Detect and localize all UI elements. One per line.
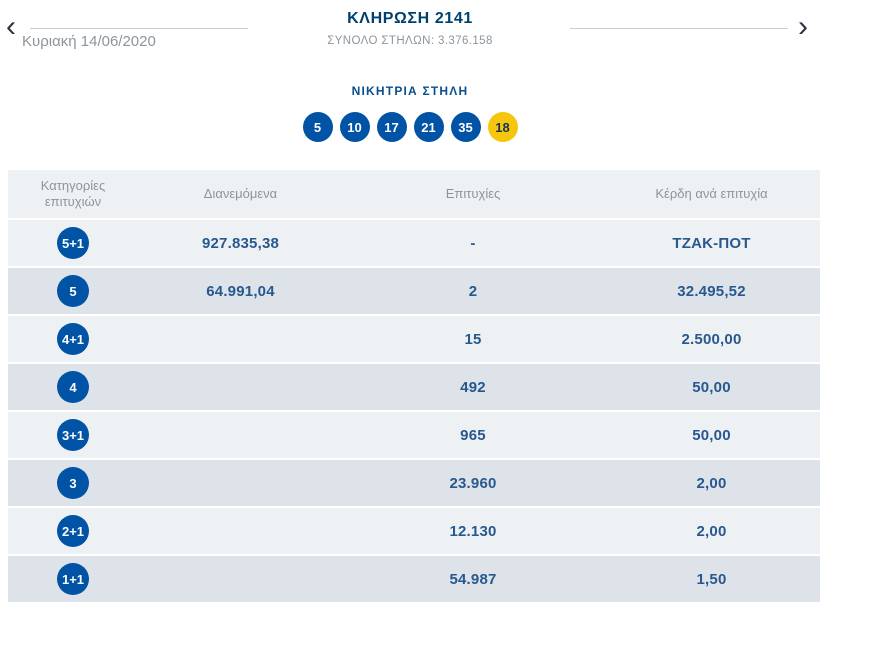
prize-value: ΤΖΑΚ-ΠΟΤ xyxy=(672,234,751,252)
winning-column-label: ΝΙΚΗΤΡΙΑ ΣΤΗΛΗ xyxy=(351,84,469,98)
category-badge: 1+1 xyxy=(57,563,89,595)
table-row: 4 492 50,00 xyxy=(8,364,820,412)
number-ball: 5 xyxy=(302,112,333,142)
table-row: 5 64.991,04 2 32.495,52 xyxy=(8,268,820,316)
column-header-distributed: Διανεμόμενα xyxy=(203,185,278,201)
category-badge: 5+1 xyxy=(57,227,89,259)
winning-numbers: 5 10 17 21 35 18 xyxy=(0,112,820,142)
prize-value: 32.495,52 xyxy=(677,282,746,300)
category-badge: 3 xyxy=(57,467,89,499)
wins-value: 492 xyxy=(460,378,486,396)
distributed-value: 64.991,04 xyxy=(206,282,275,300)
draw-heading: ΚΛΗΡΩΣΗ 2141 ΣΥΝΟΛΟ ΣΤΗΛΩΝ: 3.376.158 xyxy=(0,0,820,47)
results-table: Κατηγορίες επιτυχιών Διανεμόμενα Επιτυχί… xyxy=(8,170,820,604)
prize-value: 2,00 xyxy=(696,522,727,540)
column-header-categories: Κατηγορίες επιτυχιών xyxy=(40,177,106,209)
total-columns-label: ΣΥΝΟΛΟ ΣΤΗΛΩΝ: 3.376.158 xyxy=(327,35,493,47)
wins-value: 15 xyxy=(464,330,482,348)
right-divider-line xyxy=(570,28,788,29)
distributed-value: 927.835,38 xyxy=(201,234,280,252)
column-header-wins: Επιτυχίες xyxy=(445,185,501,201)
number-ball: 17 xyxy=(376,112,407,142)
page-title: ΚΛΗΡΩΣΗ 2141 xyxy=(347,10,473,27)
number-ball: 35 xyxy=(450,112,481,142)
draw-date-label: Κυριακή 14/06/2020 xyxy=(22,33,156,50)
category-badge: 3+1 xyxy=(57,419,89,451)
prize-value: 2,00 xyxy=(696,474,727,492)
wins-value: 54.987 xyxy=(449,570,497,588)
chevron-right-icon[interactable]: › xyxy=(798,10,808,43)
wins-value: 965 xyxy=(460,426,486,444)
wins-value: 2 xyxy=(468,282,478,300)
wins-value: 12.130 xyxy=(449,522,497,540)
wins-value: - xyxy=(470,234,476,252)
prize-value: 50,00 xyxy=(692,426,731,444)
chevron-left-icon[interactable]: ‹ xyxy=(6,10,16,43)
category-badge: 4 xyxy=(57,371,89,403)
draw-navigation-bar: ‹ Κυριακή 14/06/2020 ΚΛΗΡΩΣΗ 2141 ΣΥΝΟΛΟ… xyxy=(0,0,880,70)
category-badge: 2+1 xyxy=(57,515,89,547)
category-badge: 5 xyxy=(57,275,89,307)
table-row: 1+1 54.987 1,50 xyxy=(8,556,820,604)
category-badge: 4+1 xyxy=(57,323,89,355)
prize-value: 1,50 xyxy=(696,570,727,588)
number-ball: 10 xyxy=(339,112,370,142)
prize-value: 2.500,00 xyxy=(681,330,742,348)
table-row: 5+1 927.835,38 - ΤΖΑΚ-ΠΟΤ xyxy=(8,220,820,268)
joker-ball: 18 xyxy=(487,112,518,142)
left-divider-line xyxy=(30,28,248,29)
table-row: 3 23.960 2,00 xyxy=(8,460,820,508)
table-row: 3+1 965 50,00 xyxy=(8,412,820,460)
column-header-prize: Κέρδη ανά επιτυχία xyxy=(655,185,768,201)
table-row: 2+1 12.130 2,00 xyxy=(8,508,820,556)
table-row: 4+1 15 2.500,00 xyxy=(8,316,820,364)
number-ball: 21 xyxy=(413,112,444,142)
prize-value: 50,00 xyxy=(692,378,731,396)
table-header-row: Κατηγορίες επιτυχιών Διανεμόμενα Επιτυχί… xyxy=(8,170,820,220)
wins-value: 23.960 xyxy=(449,474,497,492)
